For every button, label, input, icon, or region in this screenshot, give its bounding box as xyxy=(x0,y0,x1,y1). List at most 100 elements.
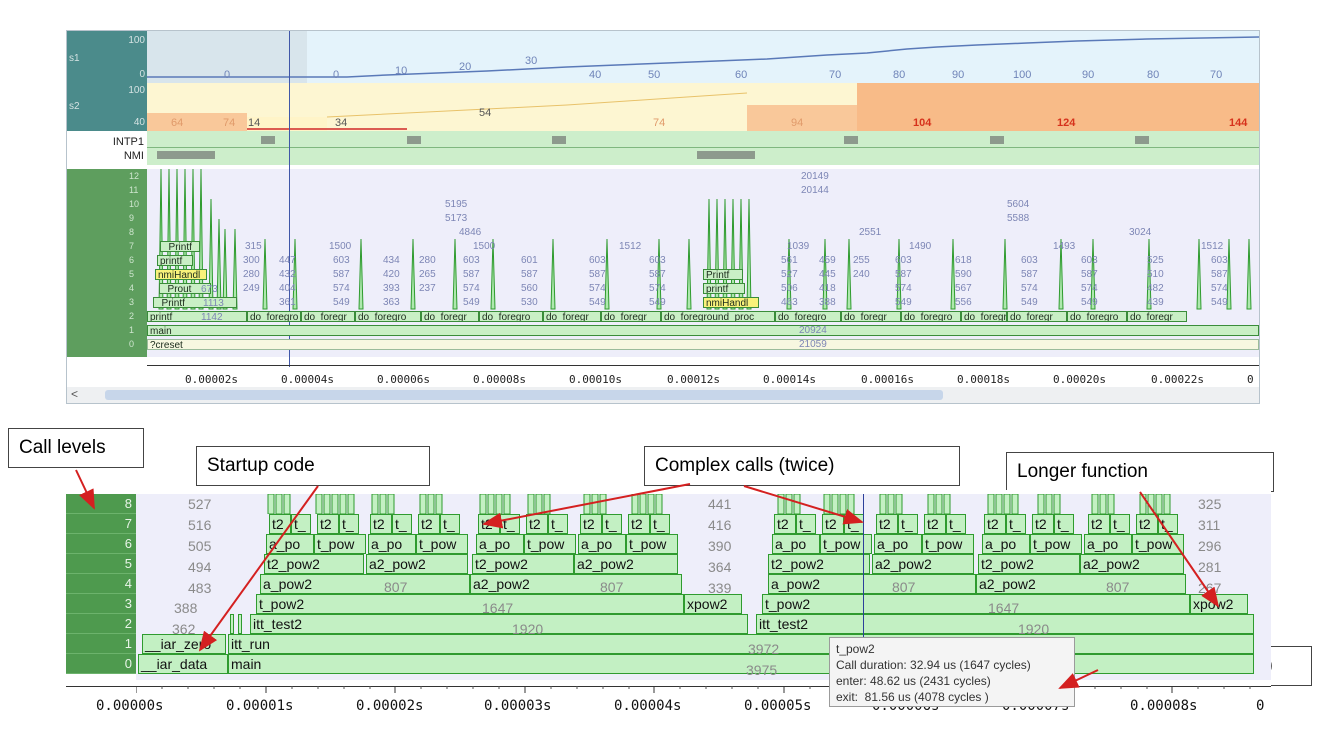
call-cell[interactable]: t_ xyxy=(844,514,864,534)
scrollbar-thumb[interactable] xyxy=(105,390,943,400)
call-cell[interactable]: a2_pow2 xyxy=(872,554,974,574)
call-cell[interactable]: t_pow xyxy=(1132,534,1184,554)
call-cell[interactable]: _Printf xyxy=(160,241,200,252)
call-cell[interactable]: t_ xyxy=(1054,514,1074,534)
call-cell[interactable] xyxy=(230,614,234,634)
call-cell[interactable]: t_pow xyxy=(1030,534,1082,554)
call-cell[interactable]: t_ xyxy=(946,514,966,534)
call-cell[interactable]: t_pow xyxy=(524,534,576,554)
call-cell[interactable]: __iar_data xyxy=(138,654,228,674)
call-cell[interactable]: a_pow2 xyxy=(260,574,470,594)
call-cell[interactable]: t2_pow2 xyxy=(978,554,1080,574)
call-cell[interactable]: itt_test2 xyxy=(250,614,748,634)
call-cell[interactable]: a_po xyxy=(578,534,626,554)
cursor-line[interactable] xyxy=(863,494,864,680)
call-cell[interactable]: do_foregro xyxy=(355,311,421,322)
call-cell[interactable]: t2 xyxy=(876,514,898,534)
call-cell[interactable]: a_po xyxy=(982,534,1030,554)
call-cell[interactable]: a2_pow2 xyxy=(366,554,468,574)
call-cell[interactable]: t_ xyxy=(500,514,520,534)
call-cell[interactable]: a2_pow2 xyxy=(976,574,1186,594)
call-cell[interactable]: t2 xyxy=(1136,514,1158,534)
call-cell[interactable]: a_pow2 xyxy=(768,574,976,594)
call-cell[interactable]: t_ xyxy=(440,514,460,534)
call-cell[interactable]: t2 xyxy=(580,514,602,534)
call-cell[interactable]: Printf xyxy=(703,269,743,280)
call-cell[interactable]: t2 xyxy=(370,514,392,534)
call-cell[interactable]: t2_pow2 xyxy=(472,554,574,574)
call-cell[interactable]: t2 xyxy=(526,514,548,534)
call-cell[interactable]: do_foregro xyxy=(1067,311,1127,322)
call-cell-creset[interactable]: ?creset xyxy=(147,339,1259,350)
call-cell[interactable]: __iar_zero xyxy=(142,634,226,654)
call-cell[interactable]: t_pow xyxy=(820,534,872,554)
call-cell[interactable]: t_ xyxy=(392,514,412,534)
call-cell[interactable]: a2_pow2 xyxy=(1080,554,1184,574)
call-cell[interactable]: t_pow xyxy=(314,534,366,554)
call-cell[interactable]: t_ xyxy=(602,514,622,534)
call-cell[interactable]: printf xyxy=(703,283,745,294)
call-cell[interactable]: a_po xyxy=(266,534,314,554)
call-cell[interactable]: main xyxy=(228,654,1254,674)
call-cell[interactable]: a_po xyxy=(1084,534,1132,554)
call-cell[interactable]: itt_test2 xyxy=(756,614,1254,634)
call-cell[interactable]: xpow2 xyxy=(1190,594,1248,614)
call-cell[interactable]: xpow2 xyxy=(684,594,742,614)
call-cell[interactable]: nmiHandl xyxy=(703,297,759,308)
call-cell[interactable]: t_ xyxy=(1110,514,1130,534)
call-cell[interactable]: printf xyxy=(157,255,193,266)
call-cell[interactable]: t_pow2 xyxy=(256,594,684,614)
call-cell[interactable]: printf xyxy=(147,311,247,322)
call-cell[interactable]: do_foregr xyxy=(1007,311,1067,322)
call-cell[interactable]: t2 xyxy=(1088,514,1110,534)
call-cell[interactable]: do_foregr xyxy=(543,311,601,322)
call-cell[interactable]: t2 xyxy=(478,514,500,534)
call-cell[interactable]: do_foregro xyxy=(479,311,543,322)
call-cell[interactable]: t2 xyxy=(317,514,339,534)
call-cell[interactable]: t_ xyxy=(796,514,816,534)
call-cell[interactable]: _Prout xyxy=(159,283,211,294)
call-cell[interactable]: do_foregr xyxy=(301,311,355,322)
call-cell[interactable]: t_ xyxy=(898,514,918,534)
call-cell[interactable]: do_foreground_proc xyxy=(661,311,775,322)
call-cell[interactable]: nmiHandl xyxy=(155,269,207,280)
call-cell[interactable]: t_ xyxy=(339,514,359,534)
call-cell[interactable]: a2_pow2 xyxy=(470,574,682,594)
horizontal-scrollbar[interactable]: < xyxy=(67,387,1259,403)
call-cell[interactable]: t_pow2 xyxy=(762,594,1190,614)
call-cell[interactable]: do_foregro xyxy=(901,311,961,322)
call-cell[interactable]: a_po xyxy=(476,534,524,554)
cursor-line[interactable] xyxy=(289,31,290,367)
call-cell[interactable]: do_foregro xyxy=(775,311,841,322)
call-cell[interactable]: a_po xyxy=(368,534,416,554)
call-cell[interactable]: t_ xyxy=(650,514,670,534)
call-cell[interactable]: do_foregr xyxy=(601,311,661,322)
call-cell[interactable]: do_foregr xyxy=(421,311,479,322)
call-cell[interactable]: t2 xyxy=(1032,514,1054,534)
call-cell[interactable]: do_foregr xyxy=(841,311,901,322)
call-cell[interactable] xyxy=(238,614,242,634)
call-cell[interactable]: do_foregro xyxy=(247,311,301,322)
call-cell[interactable]: t2 xyxy=(269,514,291,534)
call-cell[interactable]: a_po xyxy=(772,534,820,554)
call-cell[interactable]: do_foregr xyxy=(1127,311,1187,322)
call-cell[interactable]: t_pow xyxy=(626,534,678,554)
scroll-left-arrow-icon[interactable]: < xyxy=(71,387,79,401)
call-cell-main[interactable]: main xyxy=(147,325,1259,336)
call-cell[interactable]: t2_pow2 xyxy=(264,554,364,574)
call-cell[interactable]: t2 xyxy=(628,514,650,534)
call-cell[interactable]: t2 xyxy=(774,514,796,534)
call-cell[interactable]: t_pow xyxy=(416,534,468,554)
call-cell[interactable]: _Printf xyxy=(153,297,237,308)
call-cell[interactable]: t2 xyxy=(924,514,946,534)
call-cell[interactable]: t2_pow2 xyxy=(768,554,870,574)
call-cell[interactable]: t_ xyxy=(291,514,311,534)
call-cell[interactable]: t_pow xyxy=(922,534,974,554)
call-cell[interactable]: t_ xyxy=(1158,514,1178,534)
call-cell[interactable]: t_ xyxy=(548,514,568,534)
call-cell[interactable]: a_po xyxy=(874,534,922,554)
call-cell[interactable]: t2 xyxy=(418,514,440,534)
call-cell[interactable]: do_foregr xyxy=(961,311,1007,322)
call-cell[interactable]: a2_pow2 xyxy=(574,554,678,574)
call-cell[interactable]: itt_run xyxy=(228,634,1254,654)
